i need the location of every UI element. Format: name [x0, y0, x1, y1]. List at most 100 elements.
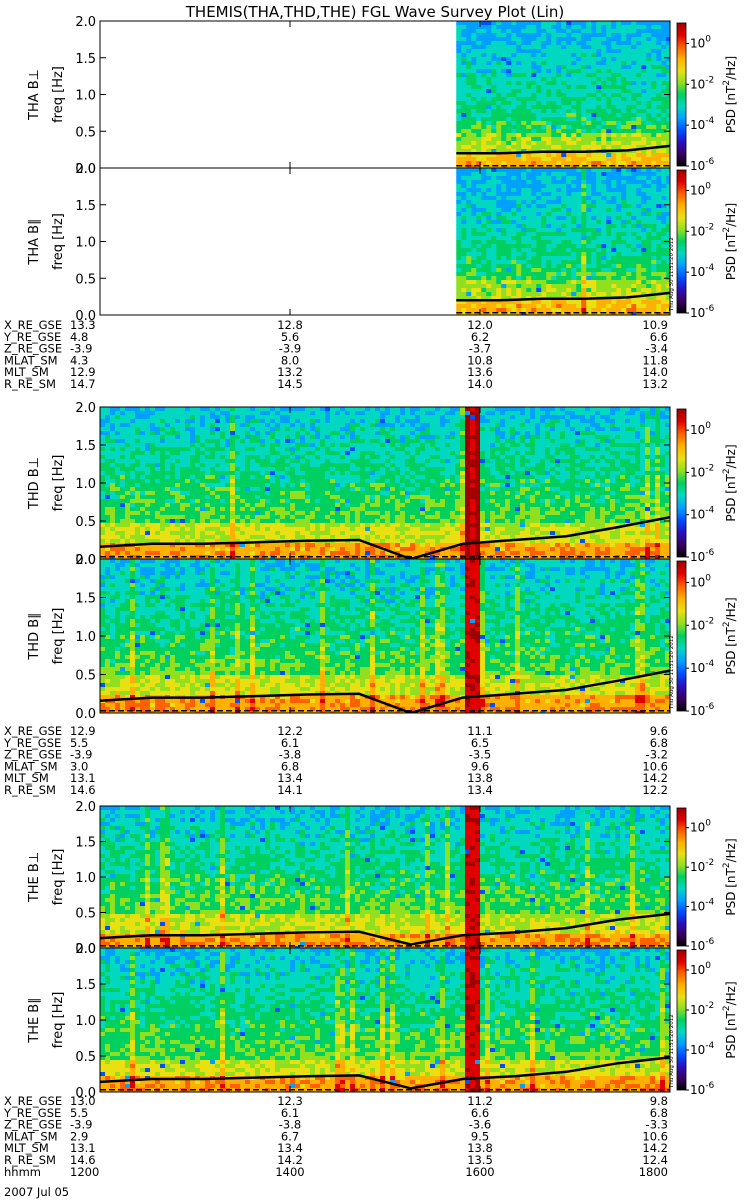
- heat-cell: [150, 435, 156, 440]
- heat-cell: [656, 89, 662, 94]
- heat-cell: [175, 459, 181, 464]
- heat-cell: [240, 527, 246, 532]
- heat-cell: [521, 184, 527, 189]
- heat-cell: [611, 284, 617, 289]
- heat-cell: [175, 531, 181, 536]
- heat-cell: [586, 248, 592, 253]
- heat-cell: [531, 73, 537, 78]
- heat-cell: [125, 527, 131, 532]
- heat-cell: [160, 463, 166, 468]
- heat-cell: [285, 467, 291, 472]
- heat-cell: [496, 312, 502, 315]
- heat-cell: [556, 145, 562, 150]
- heat-cell: [621, 105, 627, 110]
- heat-cell: [551, 41, 557, 46]
- heat-cell: [561, 312, 567, 315]
- heat-cell: [471, 165, 477, 168]
- heat-cell: [140, 551, 146, 556]
- heat-cell: [105, 555, 111, 559]
- heat-cell: [621, 129, 627, 134]
- heat-cell: [561, 252, 567, 257]
- heat-cell: [526, 53, 532, 58]
- heat-cell: [200, 535, 206, 540]
- heat-cell: [606, 141, 612, 146]
- heat-cell: [571, 117, 577, 122]
- heat-cell: [295, 407, 301, 412]
- heat-cell: [551, 256, 557, 261]
- heat-cell: [511, 77, 517, 82]
- heat-cell: [626, 200, 632, 205]
- heat-cell: [245, 511, 251, 516]
- heat-cell: [105, 523, 111, 528]
- heat-cell: [571, 37, 577, 42]
- heat-cell: [185, 491, 191, 496]
- heat-cell: [225, 519, 231, 524]
- heat-cell: [621, 264, 627, 269]
- heat-cell: [285, 555, 291, 559]
- heat-cell: [506, 25, 512, 30]
- heat-cell: [506, 220, 512, 225]
- heat-cell: [310, 531, 316, 536]
- heat-cell: [556, 280, 562, 285]
- heat-cell: [546, 101, 552, 106]
- heat-cell: [471, 192, 477, 197]
- heat-cell: [656, 264, 662, 269]
- heat-cell: [115, 491, 121, 496]
- heat-cell: [270, 463, 276, 468]
- heat-cell: [145, 519, 151, 524]
- heat-cell: [651, 280, 657, 285]
- heat-cell: [230, 483, 236, 488]
- heat-cell: [461, 65, 467, 70]
- heat-cell: [641, 188, 647, 193]
- heat-cell: [541, 212, 547, 217]
- heat-cell: [591, 212, 597, 217]
- heat-cell: [506, 81, 512, 86]
- heat-cell: [140, 475, 146, 480]
- heat-cell: [240, 435, 246, 440]
- heat-cell: [496, 165, 502, 168]
- heat-cell: [115, 551, 121, 556]
- ytick-label: 1.5: [75, 199, 96, 214]
- heat-cell: [456, 125, 462, 130]
- heat-cell: [245, 503, 251, 508]
- heat-cell: [666, 236, 670, 241]
- heat-cell: [561, 196, 567, 201]
- heat-cell: [310, 419, 316, 424]
- heat-cell: [641, 121, 647, 126]
- heat-cell: [661, 153, 667, 158]
- heat-cell: [275, 531, 281, 536]
- heat-cell: [215, 535, 221, 540]
- heat-cell: [155, 475, 161, 480]
- heat-cell: [586, 288, 592, 293]
- heat-cell: [621, 224, 627, 229]
- heat-cell: [105, 531, 111, 536]
- heat-cell: [501, 57, 507, 62]
- heat-cell: [210, 439, 216, 444]
- heat-cell: [456, 304, 462, 309]
- heat-cell: [230, 467, 236, 472]
- heat-cell: [496, 200, 502, 205]
- heat-cell: [155, 491, 161, 496]
- heat-cell: [531, 304, 537, 309]
- heat-cell: [190, 483, 196, 488]
- heat-cell: [536, 117, 542, 122]
- heat-cell: [496, 244, 502, 249]
- heat-cell: [611, 77, 617, 82]
- heat-cell: [185, 411, 191, 416]
- heat-cell: [606, 292, 612, 297]
- heat-cell: [616, 196, 622, 201]
- heat-cell: [481, 29, 487, 34]
- heat-cell: [626, 220, 632, 225]
- heat-cell: [486, 268, 492, 273]
- heat-cell: [295, 479, 301, 484]
- heat-cell: [621, 69, 627, 74]
- heat-cell: [190, 511, 196, 516]
- heat-cell: [305, 479, 311, 484]
- heat-cell: [125, 419, 131, 424]
- heat-cell: [516, 188, 522, 193]
- heat-cell: [581, 308, 587, 313]
- heat-cell: [461, 180, 467, 185]
- heat-cell: [631, 292, 637, 297]
- heat-cell: [521, 204, 527, 209]
- heat-cell: [651, 89, 657, 94]
